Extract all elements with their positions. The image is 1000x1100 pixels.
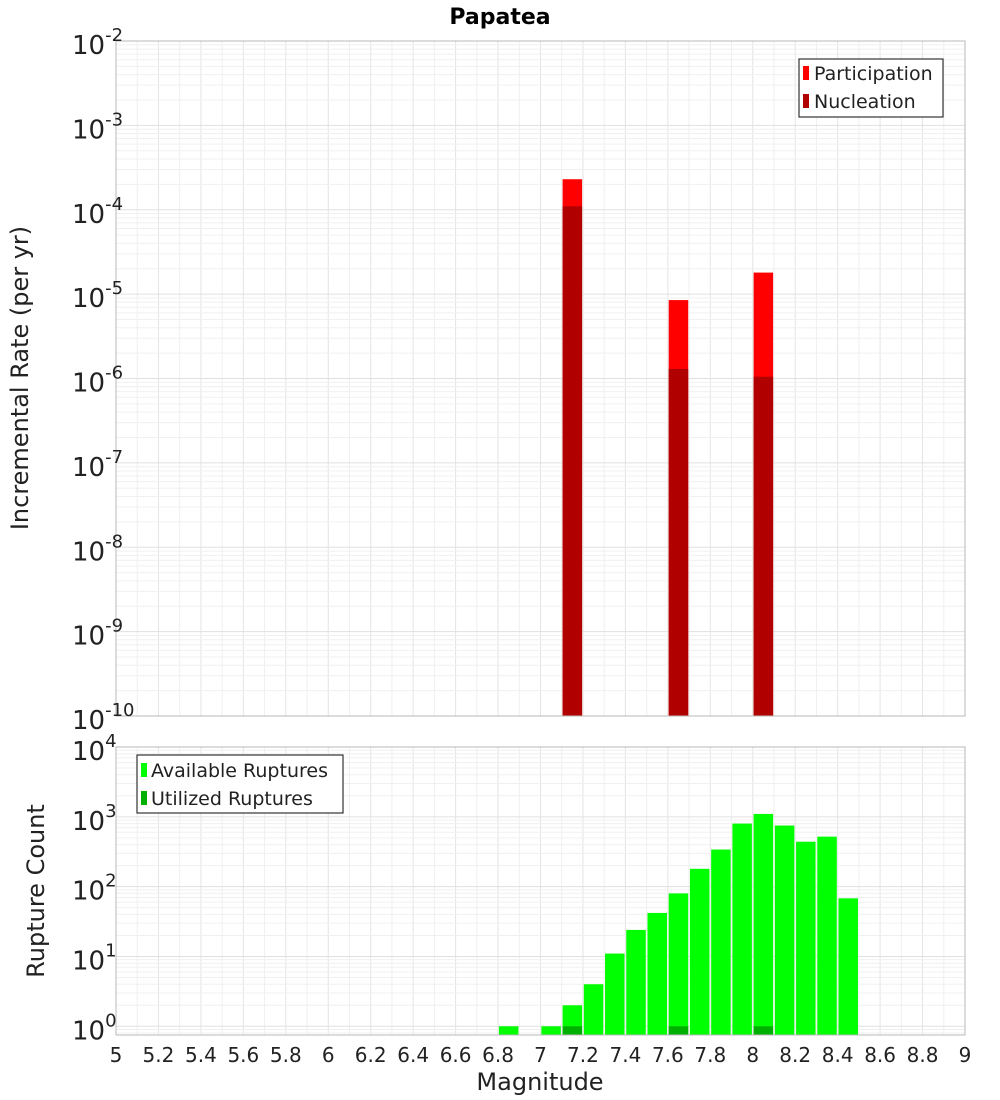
available-bar: [732, 823, 752, 1035]
available-bar: [541, 1026, 561, 1035]
rupture-count-plot: 100 101 102 103 104 5 5.2 5.4 5.6 5.8 6 6.2 6.4 6.6 6.…: [72, 731, 971, 1067]
available-bar: [753, 813, 774, 1035]
x-tick-label: 7.2: [567, 1043, 599, 1067]
nucleation-bar: [753, 376, 774, 716]
rate-legend-swatch: [803, 94, 809, 108]
count-legend: Available Ruptures Utilized Ruptures: [136, 754, 344, 814]
rate-legend: Participation Nucleation: [798, 58, 944, 118]
rate-y-tick-label: 10-2: [72, 25, 123, 61]
x-tick-label: 5.8: [270, 1043, 302, 1067]
available-bar: [817, 836, 837, 1035]
rate-y-tick-label: 10-6: [72, 363, 123, 399]
available-bar: [583, 984, 604, 1035]
x-tick-label: 6.6: [440, 1043, 472, 1067]
count-y-tick-label: 101: [72, 940, 117, 976]
available-bar: [796, 841, 816, 1035]
available-bar: [626, 929, 646, 1035]
utilized-bar: [753, 1026, 774, 1035]
x-tick-label: 8.6: [864, 1043, 896, 1067]
rate-plot: 10-10 10-9 10-8 10-7 10-6 10-5 10-4 10-3 10-2 Par…: [72, 25, 966, 736]
rate-y-tick-label: 10-3: [72, 109, 123, 145]
x-tick-label: 7: [534, 1043, 547, 1067]
rate-y-tick-label: 10-10: [72, 700, 135, 736]
available-bar: [711, 849, 731, 1035]
count-y-tick-label: 103: [72, 801, 117, 837]
x-tick-label: 6.2: [355, 1043, 387, 1067]
available-bar: [668, 893, 689, 1035]
available-bar: [774, 825, 795, 1035]
rate-frame: [115, 40, 966, 717]
utilized-bar: [562, 1026, 583, 1035]
rate-y-tick-label: 10-9: [72, 616, 123, 652]
y-axis-label-count: Rupture Count: [22, 804, 50, 978]
rate-legend-box: [798, 58, 944, 118]
x-tick-label: 7.4: [609, 1043, 641, 1067]
x-tick-label: 8.2: [779, 1043, 811, 1067]
count-legend-box: [136, 754, 344, 814]
rate-y-tick-label: 10-8: [72, 531, 123, 567]
x-tick-label: 8.4: [822, 1043, 854, 1067]
utilized-bar: [668, 1026, 689, 1035]
rate-y-tick-label: 10-7: [72, 447, 123, 483]
x-tick-label: 5.6: [227, 1043, 259, 1067]
x-tick-label: 5.4: [185, 1043, 217, 1067]
available-bar: [605, 953, 625, 1035]
count-frame: [115, 746, 966, 1036]
x-tick-label: 5: [110, 1043, 123, 1067]
count-legend-swatch: [141, 791, 147, 805]
count-legend-swatch: [141, 763, 147, 777]
available-bar: [647, 912, 667, 1035]
x-axis-label: Magnitude: [476, 1068, 603, 1096]
x-tick-label: 6: [322, 1043, 335, 1067]
x-tick-label: 8.8: [907, 1043, 939, 1067]
count-y-tick-label: 104: [72, 731, 117, 767]
count-y-tick-label: 100: [72, 1010, 117, 1046]
x-tick-label: 7.8: [694, 1043, 726, 1067]
rate-y-tick-label: 10-5: [72, 278, 123, 314]
available-bar: [689, 868, 710, 1035]
nucleation-bar: [668, 368, 689, 716]
count-legend-label: Utilized Ruptures: [151, 788, 313, 810]
x-tick-label: 5.2: [143, 1043, 175, 1067]
available-bar: [498, 1026, 519, 1035]
count-y-tick-label: 102: [72, 871, 117, 907]
x-tick-label: 7.6: [652, 1043, 684, 1067]
rate-legend-label: Nucleation: [814, 91, 916, 113]
x-tick-label: 8: [746, 1043, 759, 1067]
x-tick-label: 9: [959, 1043, 972, 1067]
rate-legend-label: Participation: [814, 63, 933, 85]
x-tick-label: 6.4: [397, 1043, 429, 1067]
chart-title: Papatea: [449, 5, 550, 30]
available-bar: [838, 898, 859, 1035]
x-tick-label: 6.8: [482, 1043, 514, 1067]
rate-y-tick-label: 10-4: [72, 194, 123, 230]
nucleation-bar: [562, 206, 583, 716]
rate-legend-swatch: [803, 66, 809, 80]
y-axis-label-rate: Incremental Rate (per yr): [6, 226, 34, 530]
count-legend-label: Available Ruptures: [151, 760, 328, 782]
